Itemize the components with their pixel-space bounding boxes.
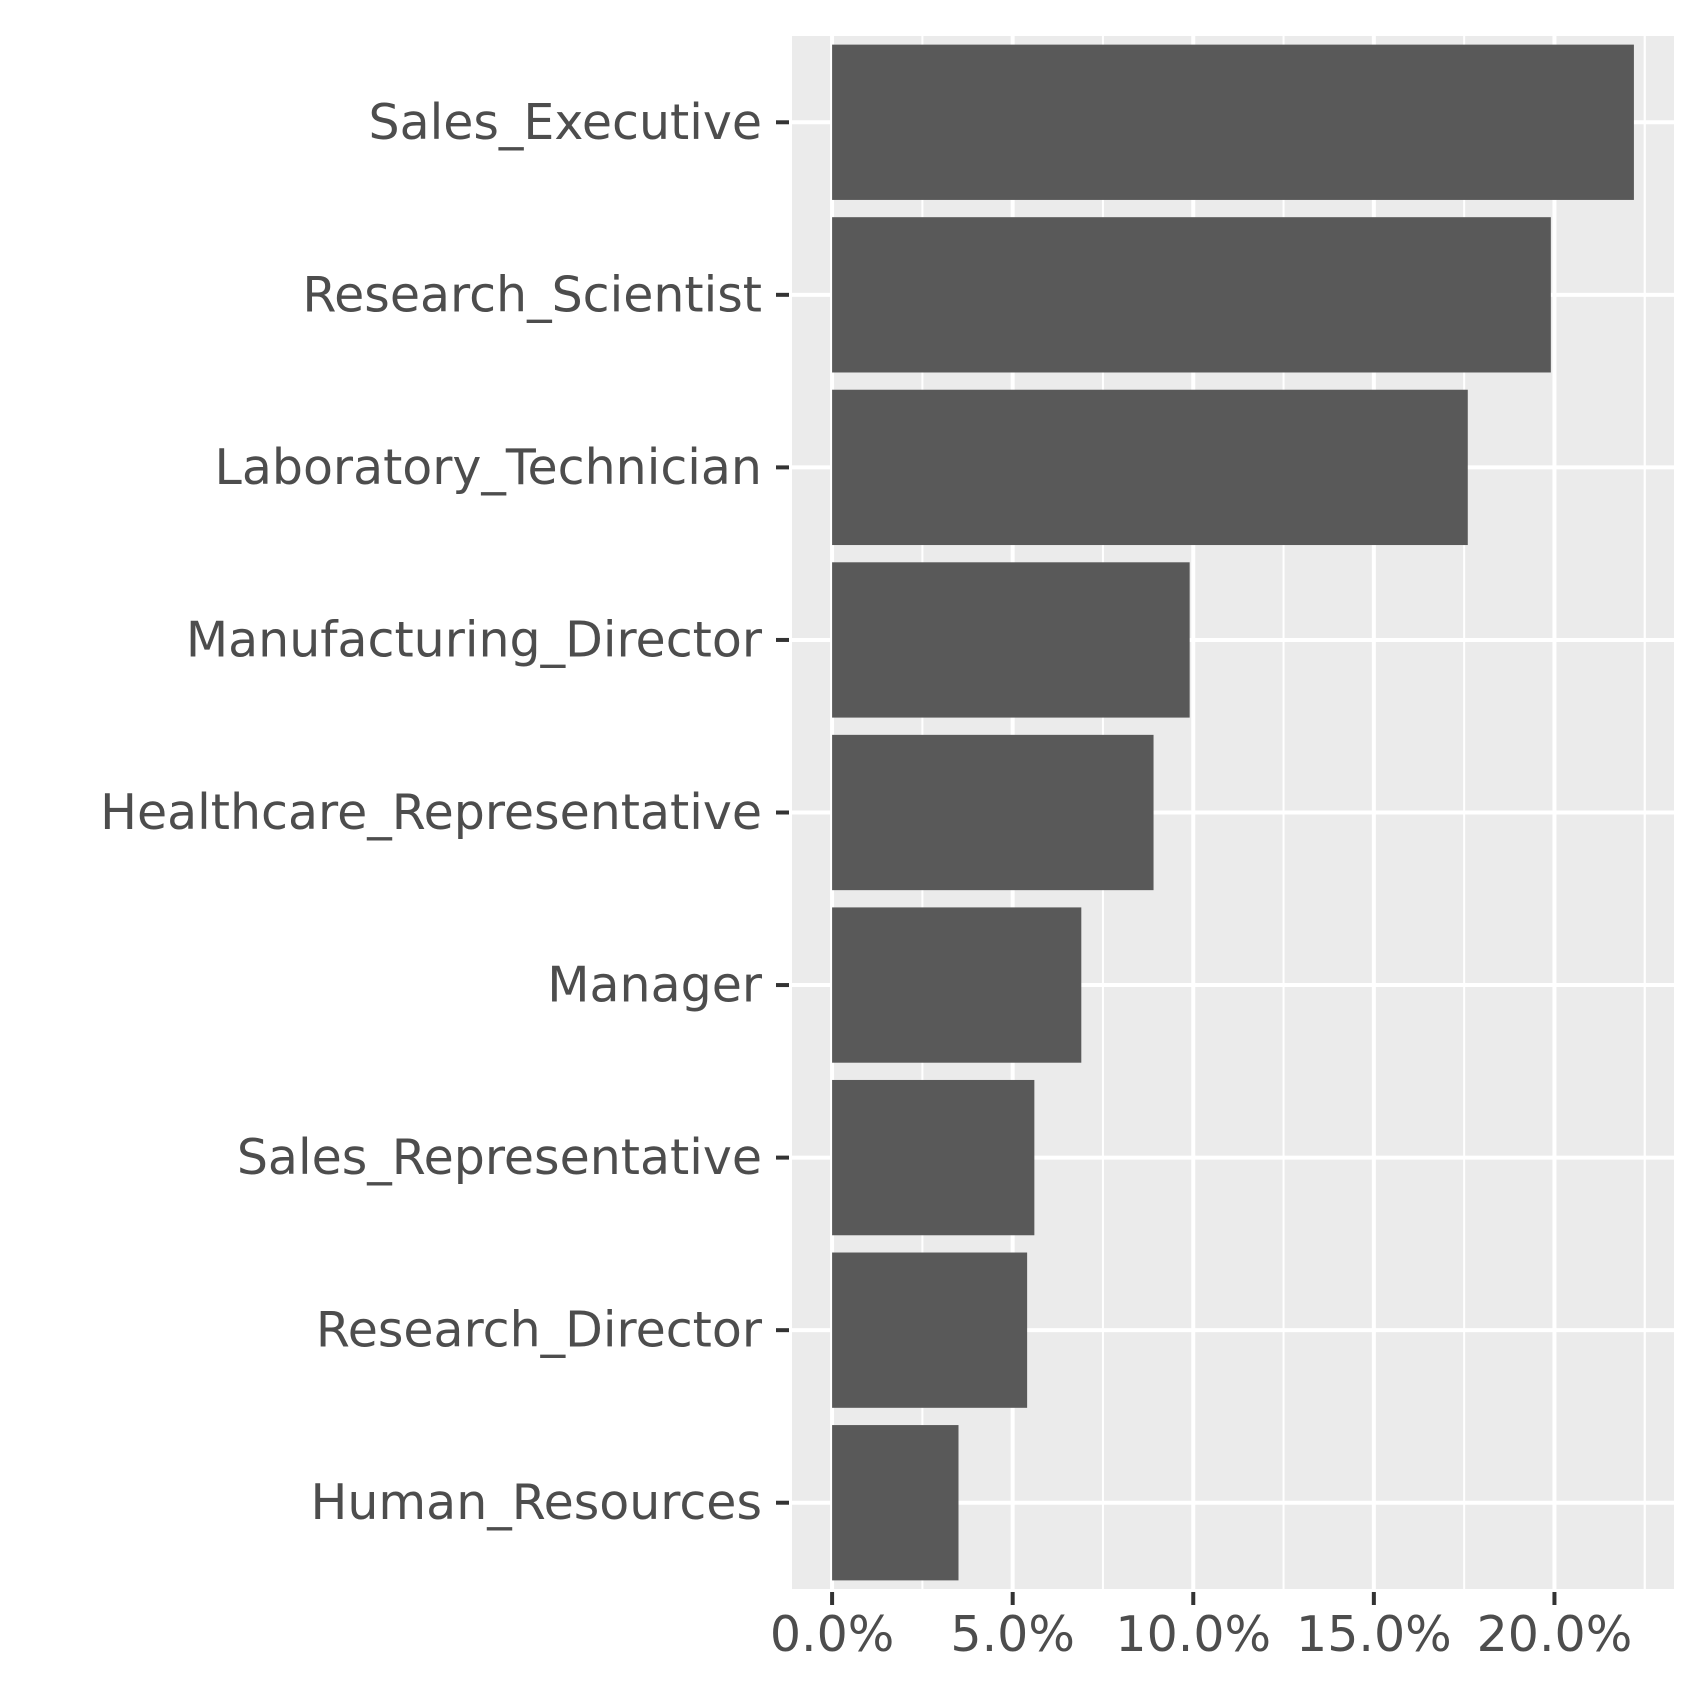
y-tick-label: Sales_Representative [237, 1129, 762, 1186]
bar [832, 734, 1154, 891]
x-tick-label: 10.0% [1115, 1606, 1271, 1663]
bar [832, 1425, 959, 1581]
bars [832, 44, 1634, 1581]
y-axis: Sales_Executive Research_Scientist Laborat… [100, 94, 789, 1531]
y-tick-label: Human_Resources [311, 1474, 762, 1531]
y-tick-label: Manufacturing_Director [186, 611, 763, 668]
y-tick-label: Manager [547, 957, 763, 1014]
bar [832, 389, 1468, 546]
bar [832, 562, 1190, 718]
bar [832, 1252, 1028, 1408]
x-tick-label: 20.0% [1477, 1606, 1633, 1663]
y-tick-label: Laboratory_Technician [215, 439, 762, 496]
bar [832, 1079, 1035, 1236]
y-tick-label: Sales_Executive [369, 94, 762, 151]
x-tick-label: 0.0% [770, 1606, 895, 1663]
y-tick-label: Healthcare_Representative [100, 784, 762, 841]
y-tick-label: Research_Director [316, 1302, 763, 1359]
x-tick-label: 15.0% [1296, 1606, 1452, 1663]
x-axis: 0.0% 5.0% 10.0% 15.0% 20.0% [770, 1592, 1632, 1663]
bar [832, 44, 1634, 200]
y-tick-label: Research_Scientist [302, 266, 762, 323]
bar [832, 907, 1082, 1063]
bar [832, 217, 1551, 373]
x-tick-label: 5.0% [950, 1606, 1075, 1663]
